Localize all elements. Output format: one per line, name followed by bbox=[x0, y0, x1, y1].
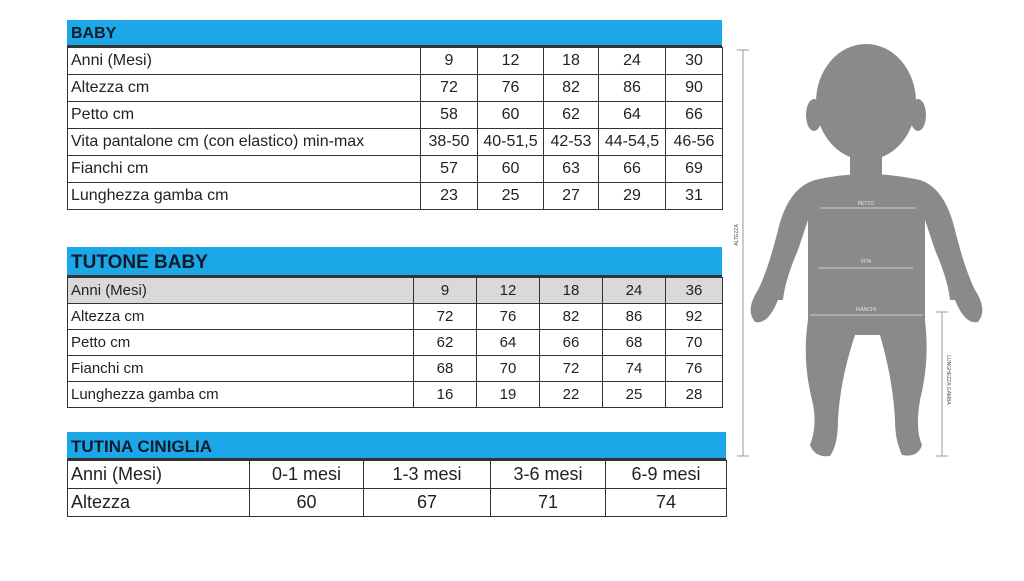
cell-value: 62 bbox=[413, 329, 477, 356]
row-label: Altezza bbox=[67, 488, 250, 517]
cell-value: 69 bbox=[665, 155, 723, 183]
cell-value: 24 bbox=[598, 47, 666, 75]
table-row: Altezza cm 72 76 82 86 90 bbox=[67, 74, 723, 102]
cell-value: 70 bbox=[476, 355, 540, 382]
waist-label: VITA bbox=[861, 259, 872, 265]
cell-value: 67 bbox=[363, 488, 491, 517]
cell-value: 58 bbox=[420, 101, 478, 129]
cell-value: 86 bbox=[602, 303, 666, 330]
chest-label: PETTO bbox=[858, 201, 875, 207]
table-row: Altezza 60 67 71 74 bbox=[67, 488, 727, 517]
cell-value: 68 bbox=[602, 329, 666, 356]
table-row: Petto cm 62 64 66 68 70 bbox=[67, 329, 723, 356]
cell-value: 31 bbox=[665, 182, 723, 210]
cell-value: 25 bbox=[602, 381, 666, 408]
table-row: Altezza cm 72 76 82 86 92 bbox=[67, 303, 723, 330]
cell-value: 27 bbox=[543, 182, 599, 210]
table-row: Anni (Mesi) 9 12 18 24 30 bbox=[67, 47, 723, 75]
baby-size-table: Anni (Mesi) 9 12 18 24 30 Altezza cm 72 76 82 86 90… bbox=[67, 47, 723, 210]
cell-value: 70 bbox=[665, 329, 723, 356]
cell-value: 66 bbox=[598, 155, 666, 183]
hips-label: FIANCHI bbox=[856, 307, 876, 313]
tutina-ciniglia-table-title: TUTINA CINIGLIA bbox=[67, 432, 726, 460]
row-label: Fianchi cm bbox=[67, 355, 414, 382]
cell-value: 74 bbox=[605, 488, 727, 517]
row-label: Lunghezza gamba cm bbox=[67, 182, 421, 210]
row-label: Vita pantalone cm (con elastico) min-max bbox=[67, 128, 421, 156]
cell-value: 72 bbox=[539, 355, 603, 382]
tutone-baby-table-title: TUTONE BABY bbox=[67, 247, 722, 277]
cell-value: 72 bbox=[420, 74, 478, 102]
row-label: Anni (Mesi) bbox=[67, 460, 250, 489]
row-label: Altezza cm bbox=[67, 303, 414, 330]
cell-value: 9 bbox=[413, 277, 477, 304]
cell-value: 63 bbox=[543, 155, 599, 183]
cell-value: 42-53 bbox=[543, 128, 599, 156]
table-row: Lunghezza gamba cm 23 25 27 29 31 bbox=[67, 182, 723, 210]
table-row: Anni (Mesi) 9 12 18 24 36 bbox=[67, 277, 723, 304]
cell-value: 29 bbox=[598, 182, 666, 210]
cell-value: 60 bbox=[477, 101, 544, 129]
cell-value: 74 bbox=[602, 355, 666, 382]
cell-value: 71 bbox=[490, 488, 606, 517]
row-label: Petto cm bbox=[67, 329, 414, 356]
cell-value: 18 bbox=[543, 47, 599, 75]
cell-value: 82 bbox=[543, 74, 599, 102]
cell-value: 60 bbox=[477, 155, 544, 183]
cell-value: 9 bbox=[420, 47, 478, 75]
cell-value: 12 bbox=[476, 277, 540, 304]
cell-value: 38-50 bbox=[420, 128, 478, 156]
leg-length-label: LUNGHEZZA GAMBA bbox=[945, 355, 951, 405]
baby-table-title: BABY bbox=[67, 20, 722, 47]
cell-value: 6-9 mesi bbox=[605, 460, 727, 489]
tutina-ciniglia-size-table: Anni (Mesi) 0-1 mesi 1-3 mesi 3-6 mesi 6-9 m… bbox=[67, 460, 727, 517]
row-label: Petto cm bbox=[67, 101, 421, 129]
table-row: Vita pantalone cm (con elastico) min-max… bbox=[67, 128, 723, 156]
cell-value: 60 bbox=[249, 488, 364, 517]
cell-value: 3-6 mesi bbox=[490, 460, 606, 489]
cell-value: 90 bbox=[665, 74, 723, 102]
cell-value: 25 bbox=[477, 182, 544, 210]
table-row: Petto cm 58 60 62 64 66 bbox=[67, 101, 723, 129]
height-label: ALTEZZA bbox=[734, 224, 740, 246]
cell-value: 28 bbox=[665, 381, 723, 408]
cell-value: 76 bbox=[665, 355, 723, 382]
cell-value: 0-1 mesi bbox=[249, 460, 364, 489]
cell-value: 64 bbox=[476, 329, 540, 356]
row-label: Altezza cm bbox=[67, 74, 421, 102]
cell-value: 92 bbox=[665, 303, 723, 330]
table-row: Fianchi cm 68 70 72 74 76 bbox=[67, 355, 723, 382]
cell-value: 62 bbox=[543, 101, 599, 129]
cell-value: 44-54,5 bbox=[598, 128, 666, 156]
cell-value: 40-51,5 bbox=[477, 128, 544, 156]
cell-value: 30 bbox=[665, 47, 723, 75]
cell-value: 76 bbox=[477, 74, 544, 102]
cell-value: 23 bbox=[420, 182, 478, 210]
tutone-baby-size-table: Anni (Mesi) 9 12 18 24 36 Altezza cm 72 76 82 86 92… bbox=[67, 277, 723, 408]
cell-value: 19 bbox=[476, 381, 540, 408]
cell-value: 24 bbox=[602, 277, 666, 304]
row-label: Anni (Mesi) bbox=[67, 47, 421, 75]
row-label: Lunghezza gamba cm bbox=[67, 381, 414, 408]
table-row: Lunghezza gamba cm 16 19 22 25 28 bbox=[67, 381, 723, 408]
